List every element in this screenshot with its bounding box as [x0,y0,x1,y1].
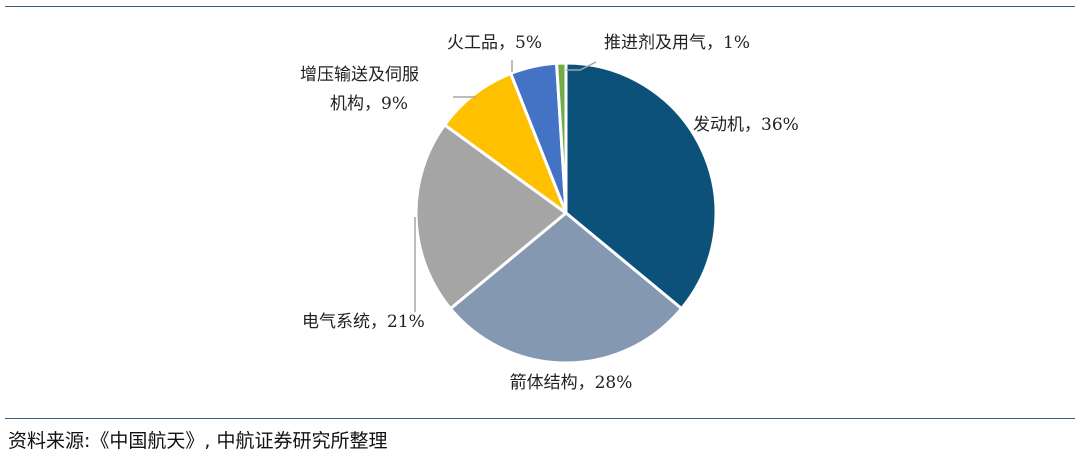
slice-label-2: 箭体结构，28% [510,373,633,393]
pie-slice-3 [414,123,568,311]
source-note: 资料来源:《中国航天》, 中航证券研究所整理 [8,430,388,452]
bottom-rule [5,418,1075,419]
leader-line-6 [566,61,597,71]
pie-slice-4 [443,72,568,215]
pie-slice-1 [564,61,718,311]
slice-label-6: 推进剂及用气，1% [604,33,750,53]
pie-slice-6 [555,61,568,215]
slice-label-4: 增压输送及伺服机构，9% [300,65,419,114]
pie-chart: 发动机，36% 箭体结构，28% 电气系统，21% 增压输送及伺服机构，9% 火工品，5… [300,33,799,393]
slice-label-1: 发动机，36% [693,115,799,135]
slice-label-3: 电气系统，21% [302,312,425,332]
slice-label-5: 火工品，5% [447,33,542,53]
pie-slice-2 [448,211,684,365]
top-rule [5,6,1075,7]
